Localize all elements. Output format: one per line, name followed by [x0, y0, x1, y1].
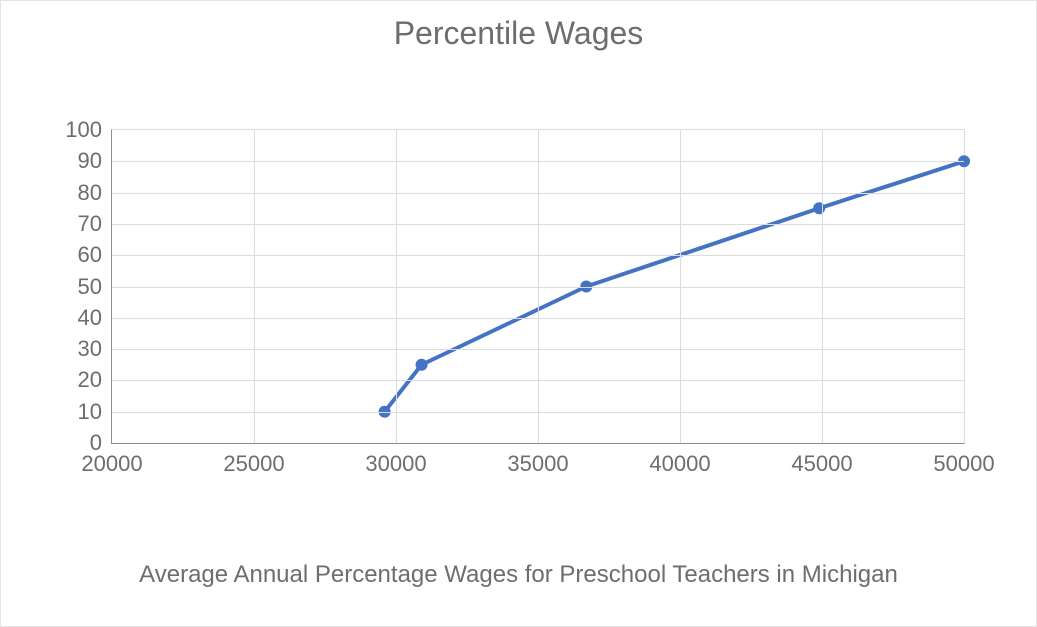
- x-tick-label: 35000: [507, 443, 568, 477]
- data-point: [813, 202, 825, 214]
- x-tick-label: 40000: [649, 443, 710, 477]
- y-tick-label: 20: [78, 367, 112, 393]
- y-tick-label: 100: [65, 117, 112, 143]
- x-axis-label: Average Annual Percentage Wages for Pres…: [1, 560, 1036, 590]
- x-tick-label: 45000: [791, 443, 852, 477]
- y-tick-label: 40: [78, 305, 112, 331]
- gridline-vertical: [680, 130, 681, 443]
- chart-title: Percentile Wages: [1, 15, 1036, 52]
- y-tick-label: 30: [78, 336, 112, 362]
- x-tick-label: 20000: [81, 443, 142, 477]
- x-tick-label: 30000: [365, 443, 426, 477]
- y-tick-label: 60: [78, 242, 112, 268]
- gridline-vertical: [396, 130, 397, 443]
- x-tick-label: 25000: [223, 443, 284, 477]
- gridline-vertical: [822, 130, 823, 443]
- data-point: [416, 359, 428, 371]
- y-tick-label: 90: [78, 148, 112, 174]
- y-tick-label: 50: [78, 274, 112, 300]
- plot-area: 0102030405060708090100200002500030000350…: [111, 129, 965, 444]
- x-tick-label: 50000: [933, 443, 994, 477]
- gridline-vertical: [254, 130, 255, 443]
- y-tick-label: 10: [78, 399, 112, 425]
- gridline-vertical: [538, 130, 539, 443]
- y-tick-label: 80: [78, 180, 112, 206]
- y-tick-label: 70: [78, 211, 112, 237]
- chart-container: Percentile Wages 01020304050607080901002…: [0, 0, 1037, 627]
